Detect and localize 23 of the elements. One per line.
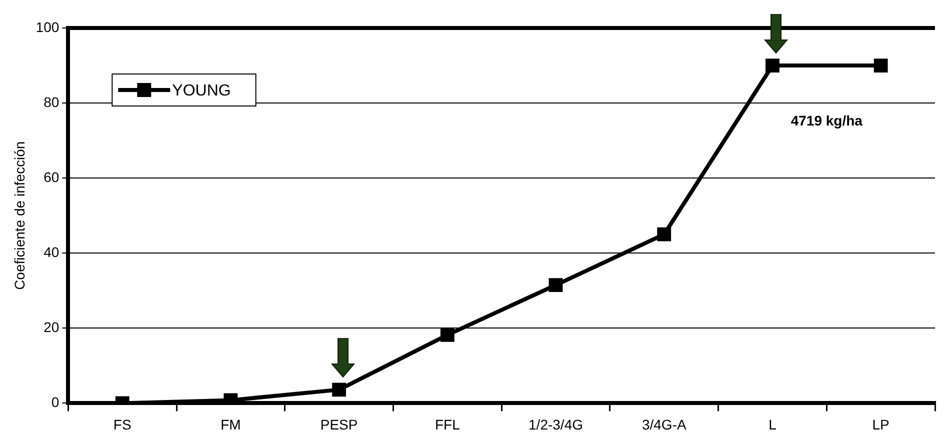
- annotation: 4719 kg/ha: [790, 112, 863, 129]
- x-tick-label: LP: [872, 416, 890, 432]
- point: [657, 227, 672, 242]
- y-tick-label: 20: [44, 319, 60, 336]
- y-axis-title: Coeficiente de infección: [11, 141, 28, 290]
- x-tick-label: L: [768, 416, 777, 432]
- x-tick-label: FFL: [434, 416, 460, 432]
- x-tick-label: PESP: [320, 416, 358, 432]
- x-tick-label: FM: [220, 416, 241, 432]
- x-tick-label: 1/2-3/4G: [528, 416, 583, 432]
- point: [874, 58, 888, 72]
- point: [766, 58, 780, 72]
- y-tick-label: 60: [44, 168, 60, 185]
- x-tick-label: FS: [113, 416, 132, 432]
- y-tick-label: 80: [44, 94, 60, 110]
- point: [332, 382, 346, 397]
- y-tick-label: 100: [36, 18, 60, 35]
- point: [440, 328, 454, 342]
- point: [548, 278, 563, 292]
- y-tick-label: 0: [51, 394, 60, 410]
- x-tick-label: 3/4G-A: [642, 416, 687, 432]
- y-tick-label: 40: [44, 244, 60, 260]
- legend-label: YOUNG: [172, 82, 231, 100]
